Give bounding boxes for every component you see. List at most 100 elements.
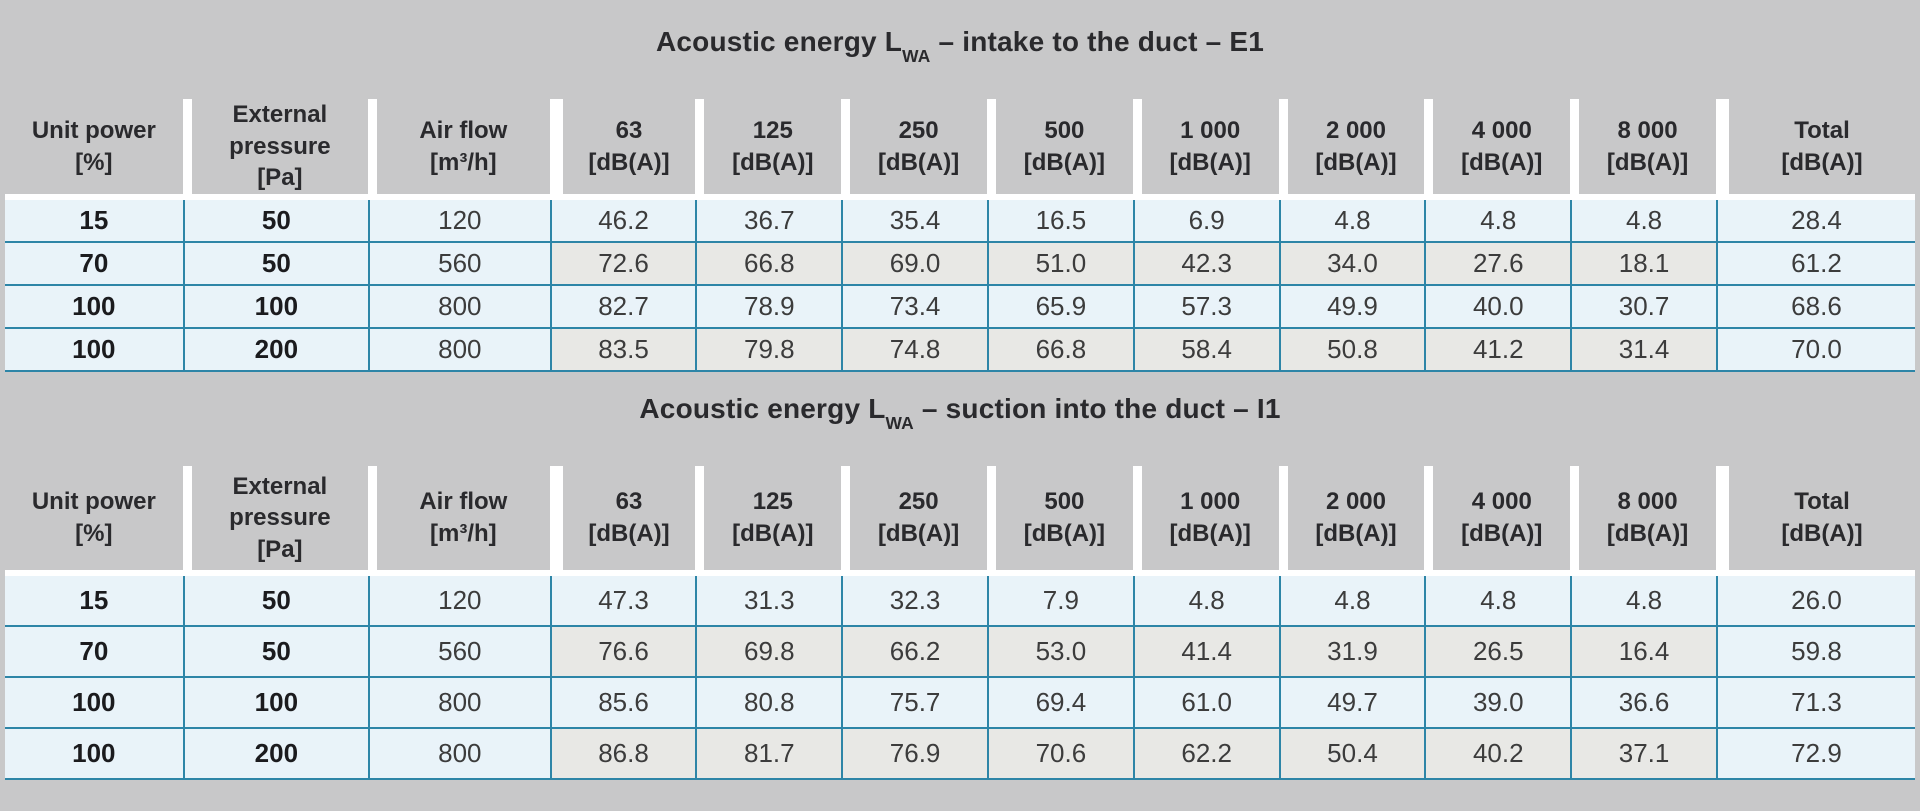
cell-unit-power: 15 [5, 200, 183, 244]
cell-63: 86.8 [549, 729, 696, 781]
table-row: 100 100 800 82.7 78.9 73.4 65.9 57.3 49.9 40.0 30.… [5, 286, 1915, 330]
column-header-row: Unit power [%] External pressure [Pa] Air fl… [5, 466, 1915, 577]
title-prefix: Acoustic energy L [655, 25, 903, 57]
column-unit: [dB(A)] [588, 520, 670, 548]
table-row: 15 50 120 47.3 31.3 32.3 7.9 4.8 4.8 4.8 4.8 26.0 [5, 576, 1915, 628]
column-unit: [dB(A)] [1781, 520, 1863, 548]
column-name: 1 000 [1180, 116, 1241, 144]
cell-250: 75.7 [841, 678, 987, 730]
cell-external-pressure: 100 [182, 678, 369, 730]
column-header-2-000: 2 000 [dB(A)] [1278, 466, 1425, 577]
cell-1-000: 4.8 [1132, 576, 1279, 628]
column-header-unit-power: Unit power [%] [5, 466, 183, 577]
title-subscript: WA [902, 46, 931, 67]
column-header-2-000: 2 000 [dB(A)] [1278, 99, 1425, 201]
column-header-1-000: 1 000 [dB(A)] [1132, 99, 1279, 201]
cell-air-flow: 800 [368, 286, 550, 330]
cell-external-pressure: 100 [182, 286, 369, 330]
cell-500: 51.0 [986, 243, 1133, 287]
cell-1-000: 57.3 [1132, 286, 1279, 330]
column-name: 63 [615, 488, 643, 516]
column-header-total: Total [dB(A)] [1715, 99, 1915, 201]
cell-8-000: 4.8 [1570, 576, 1716, 628]
title-suffix: – suction into the duct – I1 [913, 392, 1281, 424]
cell-total: 72.9 [1715, 729, 1915, 781]
column-name: 125 [752, 488, 793, 516]
cell-2-000: 50.4 [1278, 729, 1425, 781]
cell-125: 81.7 [695, 729, 842, 781]
cell-1-000: 61.0 [1132, 678, 1279, 730]
cell-63: 47.3 [549, 576, 696, 628]
cell-8-000: 37.1 [1570, 729, 1716, 781]
cell-2-000: 4.8 [1278, 576, 1425, 628]
cell-500: 7.9 [986, 576, 1133, 628]
cell-air-flow: 560 [368, 243, 550, 287]
column-unit: [dB(A)] [1781, 148, 1863, 176]
table-row: 100 100 800 85.6 80.8 75.7 69.4 61.0 49.7 39.0 36.… [5, 678, 1915, 730]
column-unit: [%] [75, 520, 113, 548]
cell-1-000: 6.9 [1132, 200, 1279, 244]
column-name: 1 000 [1180, 488, 1241, 516]
cell-external-pressure: 200 [182, 729, 369, 781]
column-header-8-000: 8 000 [dB(A)] [1570, 99, 1716, 201]
column-name: 4 000 [1471, 116, 1532, 144]
cell-63: 76.6 [549, 627, 696, 679]
column-unit: [dB(A)] [588, 148, 670, 176]
cell-4-000: 26.5 [1424, 627, 1571, 679]
cell-1-000: 42.3 [1132, 243, 1279, 287]
column-unit: [dB(A)] [1169, 148, 1251, 176]
column-header-500: 500 [dB(A)] [986, 466, 1133, 577]
column-unit: [dB(A)] [1023, 148, 1106, 176]
column-unit: [dB(A)] [877, 520, 960, 548]
cell-250: 73.4 [841, 286, 987, 330]
column-unit: [dB(A)] [732, 520, 814, 548]
title-header-spacer [5, 83, 1915, 99]
column-header-unit-power: Unit power [%] [5, 99, 183, 201]
cell-2-000: 49.7 [1278, 678, 1425, 730]
cell-total: 28.4 [1715, 200, 1915, 244]
cell-63: 85.6 [549, 678, 696, 730]
column-header-1-000: 1 000 [dB(A)] [1132, 466, 1279, 577]
cell-125: 78.9 [695, 286, 842, 330]
column-name: External pressure [229, 101, 331, 160]
cell-1-000: 62.2 [1132, 729, 1279, 781]
cell-500: 70.6 [986, 729, 1133, 781]
column-name: 250 [898, 488, 939, 516]
cell-air-flow: 800 [368, 678, 550, 730]
cell-external-pressure: 200 [182, 329, 369, 373]
cell-external-pressure: 50 [182, 200, 369, 244]
column-header-total: Total [dB(A)] [1715, 466, 1915, 577]
column-name: Total [1794, 116, 1850, 144]
column-name: Air flow [419, 488, 508, 516]
cell-63: 82.7 [549, 286, 696, 330]
cell-unit-power: 70 [5, 627, 183, 679]
column-unit: [dB(A)] [1461, 520, 1543, 548]
column-header-500: 500 [dB(A)] [986, 99, 1133, 201]
cell-63: 46.2 [549, 200, 696, 244]
cell-250: 32.3 [841, 576, 987, 628]
cell-125: 36.7 [695, 200, 842, 244]
column-unit: [dB(A)] [1023, 520, 1106, 548]
cell-unit-power: 70 [5, 243, 183, 287]
column-unit: [Pa] [257, 164, 303, 192]
cell-4-000: 41.2 [1424, 329, 1571, 373]
cell-unit-power: 100 [5, 729, 183, 781]
acoustic-table-e1: Acoustic energy LWA – intake to the duct… [5, 5, 1915, 373]
cell-total: 59.8 [1715, 627, 1915, 679]
cell-4-000: 4.8 [1424, 200, 1571, 244]
column-name: 2 000 [1325, 116, 1386, 144]
title-prefix: Acoustic energy L [639, 392, 886, 424]
column-header-external-pressure: External pressure [Pa] [182, 99, 369, 201]
column-header-250: 250 [dB(A)] [841, 466, 987, 577]
cell-unit-power: 100 [5, 329, 183, 373]
column-name: 63 [615, 116, 643, 144]
column-name: 500 [1044, 116, 1085, 144]
column-unit: [dB(A)] [1315, 520, 1397, 548]
cell-2-000: 49.9 [1278, 286, 1425, 330]
cell-external-pressure: 50 [182, 627, 369, 679]
cell-air-flow: 560 [368, 627, 550, 679]
table-title-row: Acoustic energy LWA – suction into the d… [5, 372, 1915, 450]
cell-unit-power: 100 [5, 286, 183, 330]
cell-2-000: 4.8 [1278, 200, 1425, 244]
